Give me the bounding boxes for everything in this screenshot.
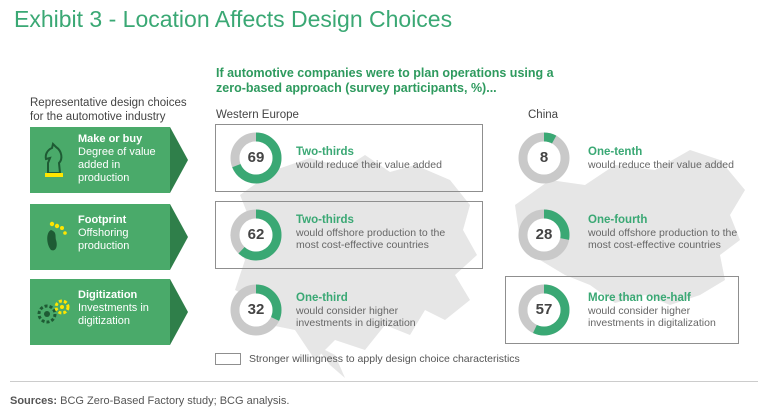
donut-arc [518,209,570,261]
stat-text: More than one-half would consider higher… [588,292,728,329]
donut-value: 57 [535,301,553,318]
donut-chart: 69 [230,132,282,184]
donut-value: 69 [247,149,265,166]
stat-headline: Two-thirds [296,214,354,226]
design-choice-description: Investments in digitization [78,302,149,327]
arrow-digitization [170,279,188,345]
divider [10,381,758,382]
page-title: Exhibit 3 - Location Affects Design Choi… [14,6,453,32]
donut-center [239,218,273,252]
stat-description: would consider higher investments in dig… [296,305,416,329]
design-choice-card-footprint: Footprint Offshoring production [30,204,170,270]
sources-text: BCG Zero-Based Factory study; BCG analys… [57,395,290,407]
europe-map-graphic [230,155,477,378]
arrow-make-or-buy [170,127,188,193]
donut-center [239,141,273,175]
stat-headline: One-tenth [588,146,643,158]
design-choices-label: Representative design choices for the au… [30,97,187,123]
stat-headline: More than one-half [588,292,691,304]
donut-arc [518,132,570,184]
legend-label: Stronger willingness to apply design cho… [249,353,520,365]
donut-value: 32 [247,301,265,318]
design-choice-title: Footprint [78,214,127,226]
donut-arc [230,209,282,261]
stat-text: One-third would consider higher investme… [296,292,426,329]
donut-value: 62 [247,226,265,243]
design-choice-title: Digitization [78,289,138,301]
stat-description: would offshore production to the most co… [296,227,446,251]
stat-description: would offshore production to the most co… [588,227,738,251]
design-choice-description: Offshoring production [78,227,130,252]
donut-arc [230,284,282,336]
stat-headline: One-third [296,292,348,304]
footprint-icon [47,221,67,251]
design-choice-card-digitization: Digitization Investments in digitization [30,279,170,345]
stat-description: would reduce their value added [588,159,734,171]
donut-value: 8 [539,149,549,166]
stat-headline: Two-thirds [296,146,354,158]
donut-center [527,293,561,327]
donut-chart: 57 [518,284,570,336]
donut-value: 28 [535,226,553,243]
design-choice-card-make-or-buy: Make or buy Degree of value added in pro… [30,127,170,193]
stat-text: Two-thirds would offshore production to … [296,214,446,251]
sources-label: Sources: [10,395,58,407]
donut-chart: 62 [230,209,282,261]
design-choice-title: Make or buy [78,133,143,145]
arrow-footprint [170,204,188,270]
donut-arc [518,284,570,336]
donut-center [527,141,561,175]
chart-subtitle: If automotive companies were to plan ope… [216,66,554,95]
gears-icon [37,299,70,324]
sources-note: Sources: BCG Zero-Based Factory study; B… [10,395,289,407]
legend-swatch [215,353,241,365]
donut-chart: 8 [518,132,570,184]
region-label-western-europe: Western Europe [216,109,299,121]
donut-center [239,293,273,327]
region-label-china: China [528,109,559,121]
highlight-box-we-make-or-buy [215,124,483,192]
donut-arc [230,132,282,184]
stat-description: would consider higher investments in dig… [588,305,716,329]
stat-description: would reduce their value added [296,159,442,171]
highlight-box-china-digitization [505,276,739,344]
stat-text: Two-thirds would reduce their value adde… [296,146,456,171]
design-choice-description: Degree of value added in production [78,146,156,184]
china-map-graphic [515,150,745,305]
chess-knight-icon [44,142,63,177]
donut-chart: 32 [230,284,282,336]
highlight-box-we-footprint [215,201,483,269]
stat-text: One-fourth would offshore production to … [588,214,738,251]
stat-text: One-tenth would reduce their value added [588,146,748,171]
donut-chart: 28 [518,209,570,261]
stat-headline: One-fourth [588,214,648,226]
donut-center [527,218,561,252]
